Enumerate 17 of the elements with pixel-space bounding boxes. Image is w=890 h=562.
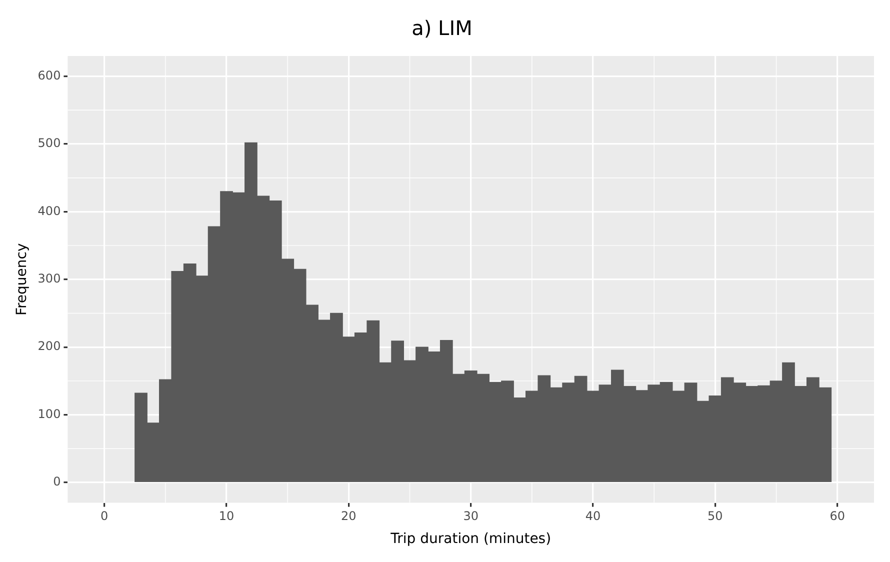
y-tick-label: 600: [38, 68, 61, 82]
x-tick-label: 30: [463, 509, 478, 524]
y-axis-title: Frequency: [14, 243, 30, 316]
y-tick-label: 0: [53, 474, 61, 489]
y-tick-label: 100: [38, 406, 61, 421]
chart-title: a) LIM: [412, 16, 472, 40]
x-axis-title: Trip duration (minutes): [390, 531, 552, 548]
y-tick-label: 500: [38, 136, 61, 150]
x-tick-label: 40: [585, 509, 601, 524]
x-tick-label: 20: [341, 509, 356, 524]
x-tick-label: 60: [830, 509, 845, 524]
y-tick-label: 300: [38, 272, 61, 286]
y-tick-label: 400: [38, 204, 61, 218]
x-tick-label: 0: [100, 509, 108, 524]
x-tick-label: 50: [708, 509, 723, 524]
y-tick-label: 200: [38, 339, 61, 354]
x-tick-label: 10: [218, 509, 234, 524]
